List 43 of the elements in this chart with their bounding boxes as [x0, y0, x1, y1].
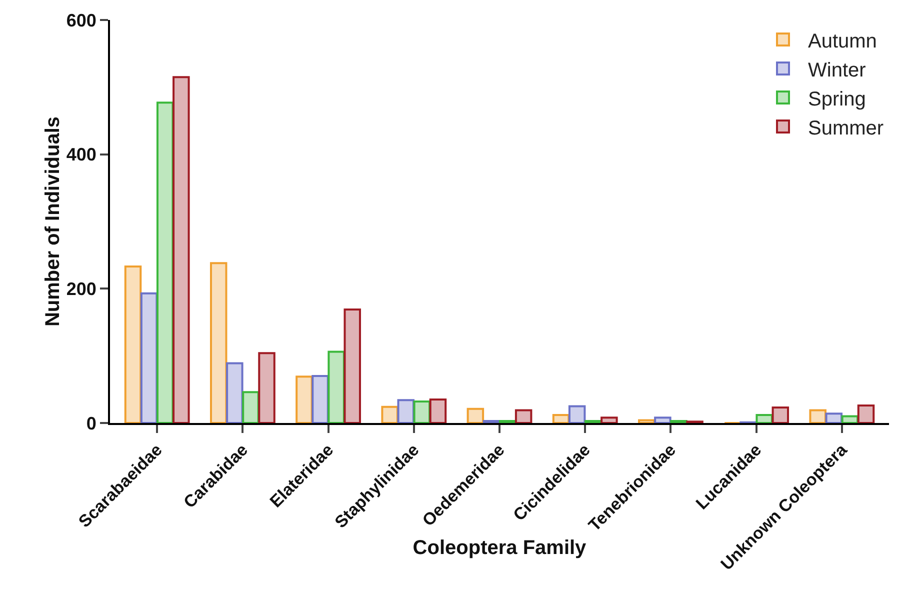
bar	[600, 416, 618, 423]
bar	[344, 308, 361, 423]
bar	[568, 405, 586, 423]
y-tick-label: 200	[66, 278, 96, 299]
bar	[124, 266, 142, 423]
bar	[296, 376, 313, 423]
bar	[210, 262, 228, 423]
bar	[226, 362, 244, 423]
bar	[140, 292, 158, 423]
legend-label: Spring	[808, 88, 866, 110]
bar	[552, 414, 570, 423]
bar	[156, 102, 174, 423]
bar	[498, 420, 516, 423]
legend-label: Summer	[808, 117, 884, 140]
bar	[312, 374, 329, 423]
y-tick-label: 0	[86, 413, 96, 434]
y-tick-label: 600	[66, 10, 96, 30]
bar	[825, 412, 843, 423]
bar	[429, 398, 447, 423]
bar	[772, 406, 790, 423]
y-axis-title: Number of Individuals	[42, 116, 64, 327]
bar	[482, 420, 500, 423]
bar	[397, 399, 414, 423]
bar	[584, 420, 602, 423]
legend-label: Autumn	[808, 30, 877, 52]
bar	[466, 408, 484, 423]
bar	[638, 419, 656, 423]
bar	[756, 414, 773, 423]
bar	[857, 404, 875, 423]
bar	[172, 76, 190, 423]
bar	[242, 391, 260, 423]
bar	[670, 420, 688, 423]
x-axis-title: Coleoptera Family	[412, 537, 588, 560]
bar	[809, 409, 826, 423]
bar	[328, 350, 345, 423]
bar	[381, 406, 398, 423]
bar	[413, 400, 431, 423]
bar	[514, 409, 532, 423]
legend-label: Winter	[808, 59, 866, 82]
bar	[654, 416, 672, 423]
y-tick-label: 400	[66, 144, 96, 165]
bar	[841, 415, 859, 423]
bar	[258, 352, 276, 423]
